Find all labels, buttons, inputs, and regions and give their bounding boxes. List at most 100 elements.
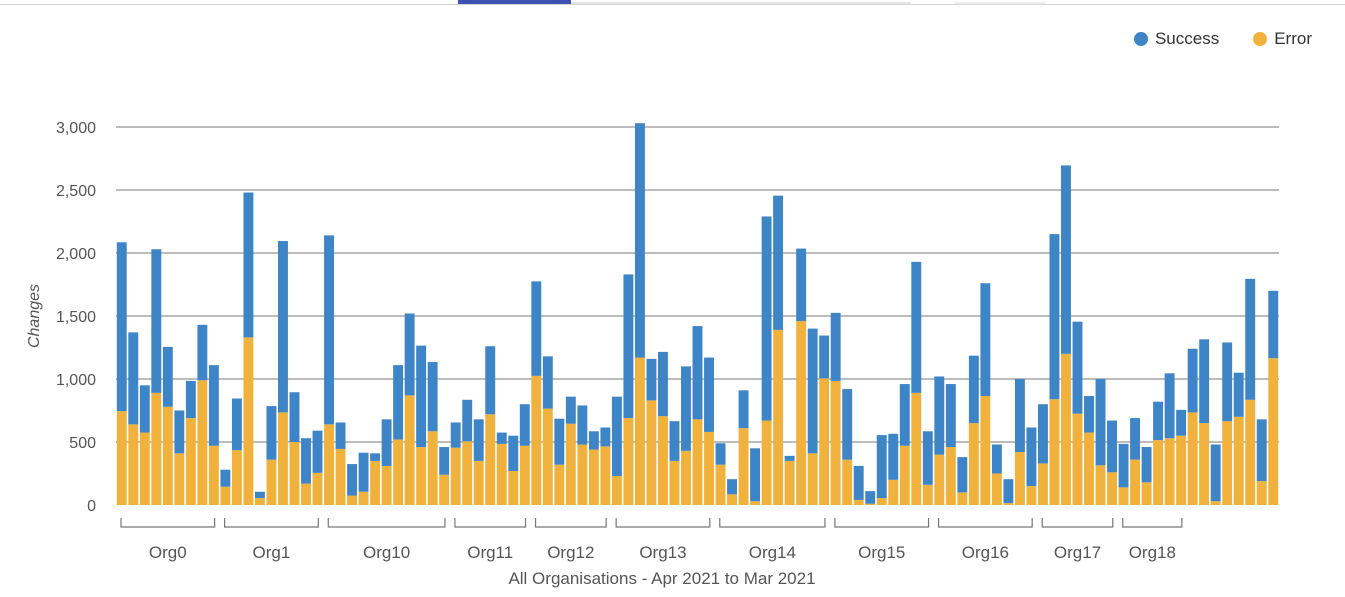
bar-error bbox=[588, 449, 599, 505]
bar-error bbox=[1130, 459, 1141, 505]
active-tab-indicator[interactable] bbox=[458, 0, 571, 4]
bar-error bbox=[715, 464, 726, 505]
bar-success bbox=[1256, 419, 1267, 482]
bar-success bbox=[254, 491, 265, 499]
bar-success bbox=[266, 406, 277, 460]
bar-success bbox=[289, 392, 300, 442]
bar-error bbox=[1049, 399, 1060, 505]
bar-success bbox=[1245, 278, 1256, 400]
bar-success bbox=[1118, 443, 1129, 488]
bar-error bbox=[554, 464, 565, 505]
bar-success bbox=[611, 396, 622, 477]
bar-error bbox=[1026, 486, 1037, 505]
bar-success bbox=[692, 326, 703, 420]
bar-success bbox=[657, 351, 668, 417]
bar-error bbox=[358, 491, 369, 505]
bar-success bbox=[220, 469, 231, 487]
bar-success bbox=[968, 355, 979, 424]
group-bracket bbox=[120, 518, 216, 528]
bar-success bbox=[853, 465, 864, 500]
bar-error bbox=[542, 408, 553, 505]
bar-error bbox=[750, 501, 761, 505]
bar-success bbox=[185, 380, 196, 419]
bar-success bbox=[1210, 444, 1221, 502]
bar-error bbox=[1014, 452, 1025, 505]
bar-error bbox=[462, 441, 473, 505]
inactive-tab-indicator[interactable] bbox=[571, 2, 911, 4]
bar-success bbox=[128, 332, 139, 425]
bar-success bbox=[830, 312, 841, 381]
bar-error bbox=[531, 375, 542, 505]
bar-error bbox=[842, 459, 853, 505]
bar-error bbox=[278, 412, 288, 505]
bar-error bbox=[1164, 438, 1175, 505]
y-tick-label: 0 bbox=[87, 498, 96, 515]
bar-success bbox=[439, 447, 450, 475]
bar-error bbox=[1222, 421, 1233, 505]
group-bracket bbox=[454, 518, 527, 528]
y-tick-label: 1,500 bbox=[56, 309, 96, 326]
legend-item-error[interactable]: Error bbox=[1253, 29, 1312, 49]
bar-error bbox=[807, 453, 818, 505]
bar-error bbox=[508, 470, 519, 505]
bar-success bbox=[588, 431, 599, 450]
bar-success bbox=[508, 435, 519, 471]
bar-error bbox=[289, 442, 300, 505]
bar-error bbox=[485, 414, 496, 505]
legend-item-success[interactable]: Success bbox=[1133, 29, 1219, 49]
bar-success bbox=[715, 443, 726, 465]
bar-error bbox=[1095, 465, 1106, 505]
y-axis-ticks: 0 500 1,000 1,500 2,000 2,500 3,000 bbox=[56, 120, 96, 515]
y-tick-label: 1,000 bbox=[56, 372, 96, 389]
bar-success bbox=[784, 455, 795, 461]
bar-success bbox=[335, 422, 346, 449]
bar-error bbox=[761, 420, 772, 505]
x-axis: Org0 Org1 Org10 Org11 Org12 Org13 Org14 Org15 Or… bbox=[120, 518, 1183, 562]
bar-error bbox=[865, 503, 876, 505]
bar-success bbox=[1014, 379, 1025, 453]
bar-success bbox=[139, 385, 150, 433]
bar-success bbox=[162, 346, 173, 407]
bar-error bbox=[324, 424, 334, 505]
bar-error bbox=[819, 378, 830, 505]
chart-legend: Success Error bbox=[1133, 29, 1312, 49]
bar-success bbox=[485, 346, 496, 415]
group-bracket bbox=[534, 518, 607, 528]
bar-error bbox=[427, 431, 438, 505]
bar-success bbox=[1003, 479, 1014, 504]
bar-error bbox=[404, 395, 415, 505]
bar-success bbox=[807, 328, 818, 454]
bar-success bbox=[991, 444, 1002, 474]
bar-error bbox=[1245, 399, 1256, 505]
bar-success bbox=[681, 366, 691, 451]
x-category-label: Org18 bbox=[1129, 543, 1176, 562]
bar-success bbox=[1026, 427, 1037, 487]
bar-success bbox=[531, 281, 542, 376]
group-bracket bbox=[615, 518, 711, 528]
bar-success bbox=[1061, 165, 1071, 354]
bar-error bbox=[1072, 413, 1083, 505]
bar-success bbox=[347, 464, 358, 496]
bar-error bbox=[876, 498, 887, 505]
bar-success bbox=[462, 399, 473, 442]
bar-success bbox=[324, 235, 334, 425]
bar-error bbox=[496, 443, 507, 505]
bar-success bbox=[945, 384, 956, 448]
group-bracket bbox=[224, 518, 319, 528]
bar-success bbox=[278, 241, 288, 413]
bar-success bbox=[301, 438, 311, 484]
bar-error bbox=[577, 444, 588, 505]
bar-success bbox=[519, 404, 530, 446]
x-category-label: Org10 bbox=[363, 543, 410, 562]
bar-error bbox=[796, 321, 807, 505]
inactive-tab-indicator[interactable] bbox=[955, 2, 1045, 4]
bar-success bbox=[577, 405, 588, 445]
bar-error bbox=[657, 416, 668, 505]
y-tick-label: 2,500 bbox=[56, 183, 96, 200]
bar-success bbox=[750, 448, 761, 502]
bar-success bbox=[911, 261, 922, 393]
bar-error bbox=[623, 418, 634, 505]
bar-error bbox=[669, 460, 680, 505]
bar-success bbox=[381, 419, 392, 466]
